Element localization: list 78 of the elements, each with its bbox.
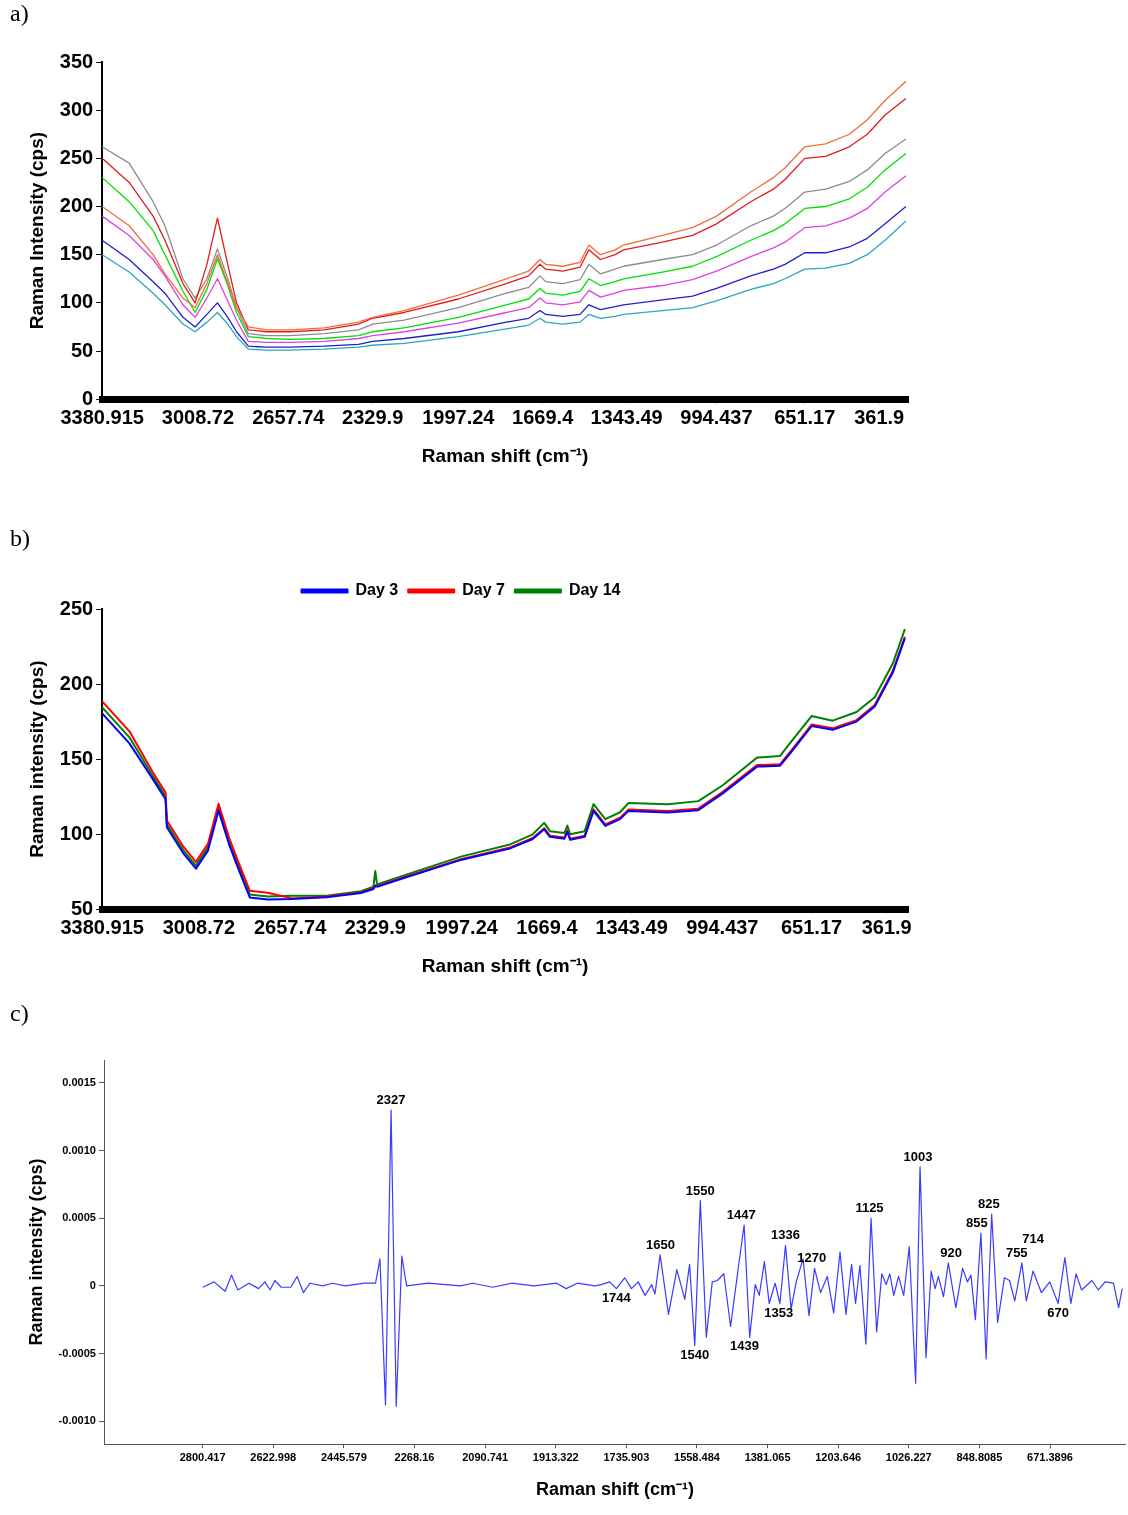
chart-title: a) [10,0,29,27]
y-tick-label: 150 [59,242,94,265]
x-tick-label: 1203.646 [815,1450,862,1463]
y-tick-label: 150 [59,746,94,769]
annotation: 1125 [855,1200,884,1216]
x-tick-label: 1669.4 [516,915,579,938]
legend-label: Day 7 [462,581,505,599]
x-tick-label: 2800.417 [179,1450,226,1463]
annotation: 1336 [771,1227,800,1243]
x-tick-label: 3008.72 [161,405,235,428]
y-tick-label: 0.0010 [62,1143,96,1156]
x-tick-label: 1343.49 [590,405,663,428]
y-axis-title: Raman Intensity (cps) [25,131,47,330]
x-tick-label: 651.17 [780,915,843,938]
x-tick-label: 1558.484 [674,1450,721,1463]
x-tick-label: 1343.49 [595,915,668,938]
y-tick-label: 0 [89,1278,96,1291]
x-axis-title: Raman shift (cm⁻¹) [421,954,589,976]
chart-title: c) [10,1000,29,1027]
chart-title: b) [10,525,30,552]
x-tick-label: 848.8085 [956,1450,1003,1463]
annotation: 1447 [726,1207,756,1223]
annotation: 1540 [680,1346,710,1362]
x-tick-label: 1997.24 [422,405,496,428]
annotation: 1650 [646,1236,675,1252]
x-tick-label: 2657.74 [252,405,326,428]
legend-label: Day 3 [355,581,399,599]
y-tick-label: 250 [59,596,94,619]
legend-label: Day 14 [568,581,621,599]
x-tick-label: 1913.322 [532,1450,579,1463]
annotation: 1439 [730,1338,759,1354]
annotation: 1744 [601,1289,632,1305]
x-tick-label: 2657.74 [253,915,328,938]
y-tick-label: 100 [59,290,94,313]
x-axis-title: Raman shift (cm⁻¹) [535,1479,694,1500]
annotation: 2327 [376,1092,406,1108]
x-tick-label: 671.3896 [1027,1450,1073,1463]
y-tick-label: 0.0005 [62,1211,96,1224]
y-axis-title: Raman intensity (cps) [25,660,47,858]
y-tick-label: 200 [59,194,94,217]
annotation: 1270 [797,1250,827,1266]
y-tick-label: 100 [59,821,94,844]
x-tick-label: 1026.227 [885,1450,932,1463]
x-axis-title: Raman shift (cm⁻¹) [421,444,589,466]
annotation: 920 [940,1245,962,1260]
x-tick-label: 1381.065 [744,1450,791,1463]
annotation: 714 [1022,1231,1045,1247]
x-tick-label: 2329.9 [342,405,404,428]
x-tick-label: 2090.741 [462,1450,509,1463]
x-tick-label: 2445.579 [320,1450,367,1463]
x-tick-label: 1997.24 [425,915,499,938]
y-tick-label: 350 [59,49,94,72]
annotation: 1353 [764,1304,794,1320]
annotation: 1003 [903,1148,933,1164]
x-tick-label: 2329.9 [344,915,406,938]
y-tick-label: 250 [59,145,94,168]
annotation: 1550 [685,1182,715,1198]
y-tick-label: 200 [59,671,94,694]
y-tick-label: 300 [59,97,94,120]
x-tick-label: 361.9 [854,405,905,428]
annotation: 855 [966,1215,988,1231]
x-tick-label: 651.17 [774,405,836,428]
x-tick-label: 1669.4 [512,405,575,428]
x-tick-label: 994.437 [686,915,759,938]
x-tick-label: 361.9 [861,915,912,938]
y-tick-label: -0.0010 [58,1414,96,1427]
y-tick-label: 50 [70,338,94,361]
annotation: 670 [1047,1304,1069,1320]
x-tick-label: 994.437 [680,405,753,428]
y-tick-label: -0.0005 [58,1346,96,1359]
x-tick-label: 1735.903 [603,1450,650,1463]
annotation: 755 [1005,1245,1028,1260]
x-tick-label: 2268.16 [394,1450,435,1463]
annotation: 825 [978,1196,1000,1212]
y-axis-title: Raman intensity (cps) [25,1158,46,1346]
x-tick-label: 2622.998 [250,1450,297,1463]
y-tick-label: 0.0015 [62,1076,96,1089]
x-tick-label: 3008.72 [162,915,236,938]
